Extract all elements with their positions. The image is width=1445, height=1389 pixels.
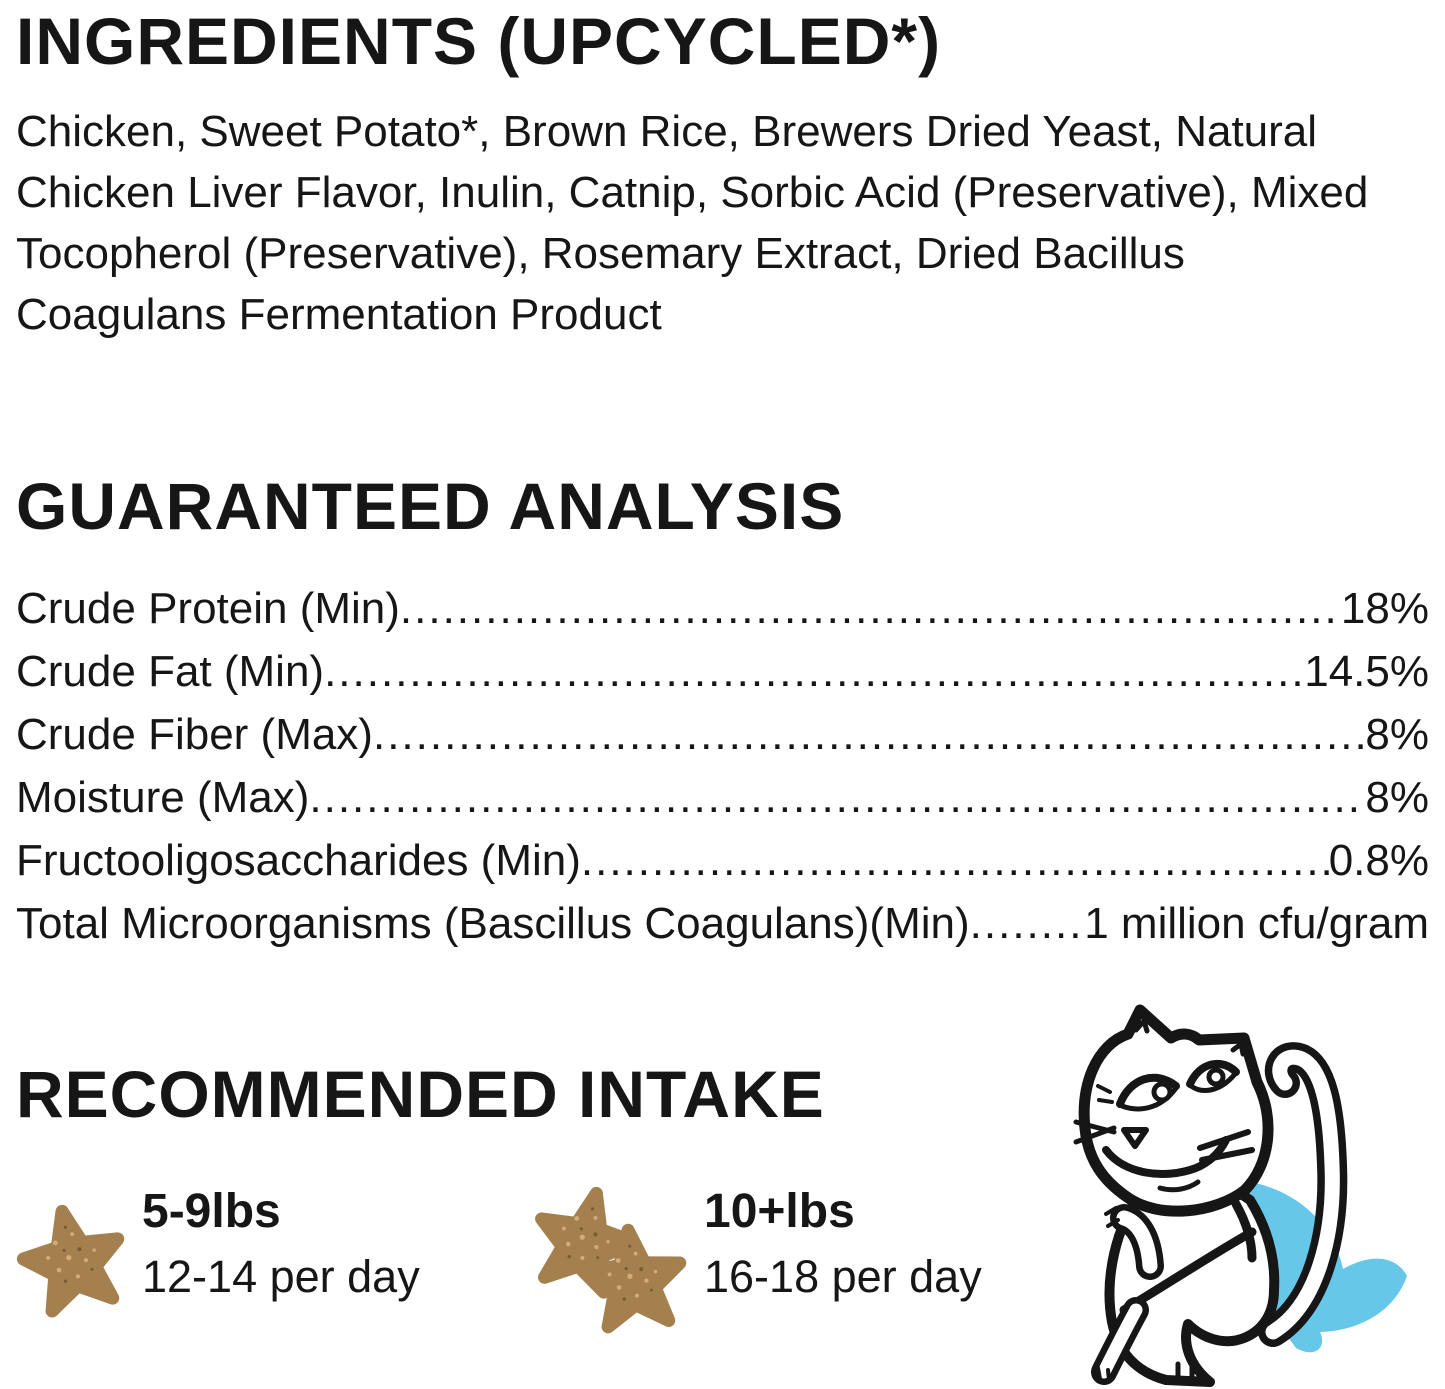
dot-leader: [373, 703, 1365, 766]
single-star-treat-icon: [16, 1182, 128, 1334]
analysis-row: Crude Fiber (Max) 8%: [16, 703, 1429, 766]
ingredients-line: Chicken, Sweet Potato*, Brown Rice, Brew…: [16, 107, 1318, 157]
dot-leader: [309, 766, 1365, 829]
analysis-value: 14.5%: [1304, 646, 1429, 696]
analysis-value: 18%: [1340, 583, 1429, 633]
double-star-treat-icon: [532, 1182, 690, 1357]
analysis-row: Moisture (Max) 8%: [16, 766, 1429, 829]
ingredients-line: Tocopherol (Preservative), Rosemary Extr…: [16, 229, 1185, 279]
ingredients-text: Chicken, Sweet Potato*, Brown Rice, Brew…: [16, 101, 1429, 345]
analysis-value: 8%: [1365, 709, 1429, 759]
intake-item-large-cat: 10+lbs 16-18 per day: [532, 1182, 982, 1357]
ingredients-line: Coagulans Fermentation Product: [16, 290, 662, 340]
recommended-intake-heading: RECOMMENDED INTAKE: [16, 1056, 825, 1131]
intake-text: 5-9lbs 12-14 per day: [142, 1182, 420, 1303]
recommended-intake-section: RECOMMENDED INTAKE 5-9lbs 12-14 per day …: [16, 1056, 1429, 1357]
analysis-row: Crude Protein (Min) 18%: [16, 577, 1429, 640]
ingredients-heading: INGREDIENTS (UPCYCLED*): [16, 4, 942, 78]
analysis-value: 0.8%: [1328, 835, 1429, 885]
intake-item-small-cat: 5-9lbs 12-14 per day: [16, 1182, 532, 1357]
guaranteed-analysis-table: Crude Protein (Min) 18% Crude Fat (Min) …: [16, 577, 1429, 955]
analysis-label: Total Microorganisms (Bascillus Coagulan…: [16, 898, 970, 948]
analysis-label: Fructooligosaccharides (Min): [16, 835, 581, 885]
cat-with-cape-icon: [1073, 1004, 1407, 1387]
analysis-label: Crude Protein (Min): [16, 583, 400, 633]
dot-leader: [324, 640, 1304, 703]
weight-range: 5-9lbs: [142, 1184, 281, 1238]
serving-amount: 12-14 per day: [142, 1250, 420, 1302]
guaranteed-analysis-heading: GUARANTEED ANALYSIS: [16, 469, 845, 544]
intake-text: 10+lbs 16-18 per day: [704, 1182, 982, 1303]
ingredients-line: Chicken Liver Flavor, Inulin, Catnip, So…: [16, 168, 1369, 218]
analysis-value: 8%: [1365, 772, 1429, 822]
analysis-row: Crude Fat (Min) 14.5%: [16, 640, 1429, 703]
serving-amount: 16-18 per day: [704, 1250, 982, 1302]
analysis-label: Crude Fat (Min): [16, 646, 325, 696]
intake-row: 5-9lbs 12-14 per day 10+lbs 16-18 per da…: [16, 1182, 1429, 1357]
weight-range: 10+lbs: [704, 1184, 855, 1238]
guaranteed-analysis-section: GUARANTEED ANALYSIS Crude Protein (Min) …: [16, 469, 1429, 955]
dot-leader: [970, 892, 1085, 955]
ingredients-section: INGREDIENTS (UPCYCLED*) Chicken, Sweet P…: [16, 4, 1429, 345]
analysis-row: Total Microorganisms (Bascillus Coagulan…: [16, 892, 1429, 955]
analysis-row: Fructooligosaccharides (Min) 0.8%: [16, 829, 1429, 892]
dot-leader: [581, 829, 1329, 892]
analysis-label: Moisture (Max): [16, 772, 310, 822]
dot-leader: [400, 577, 1341, 640]
analysis-value: 1 million cfu/gram: [1084, 898, 1429, 948]
analysis-label: Crude Fiber (Max): [16, 709, 373, 759]
